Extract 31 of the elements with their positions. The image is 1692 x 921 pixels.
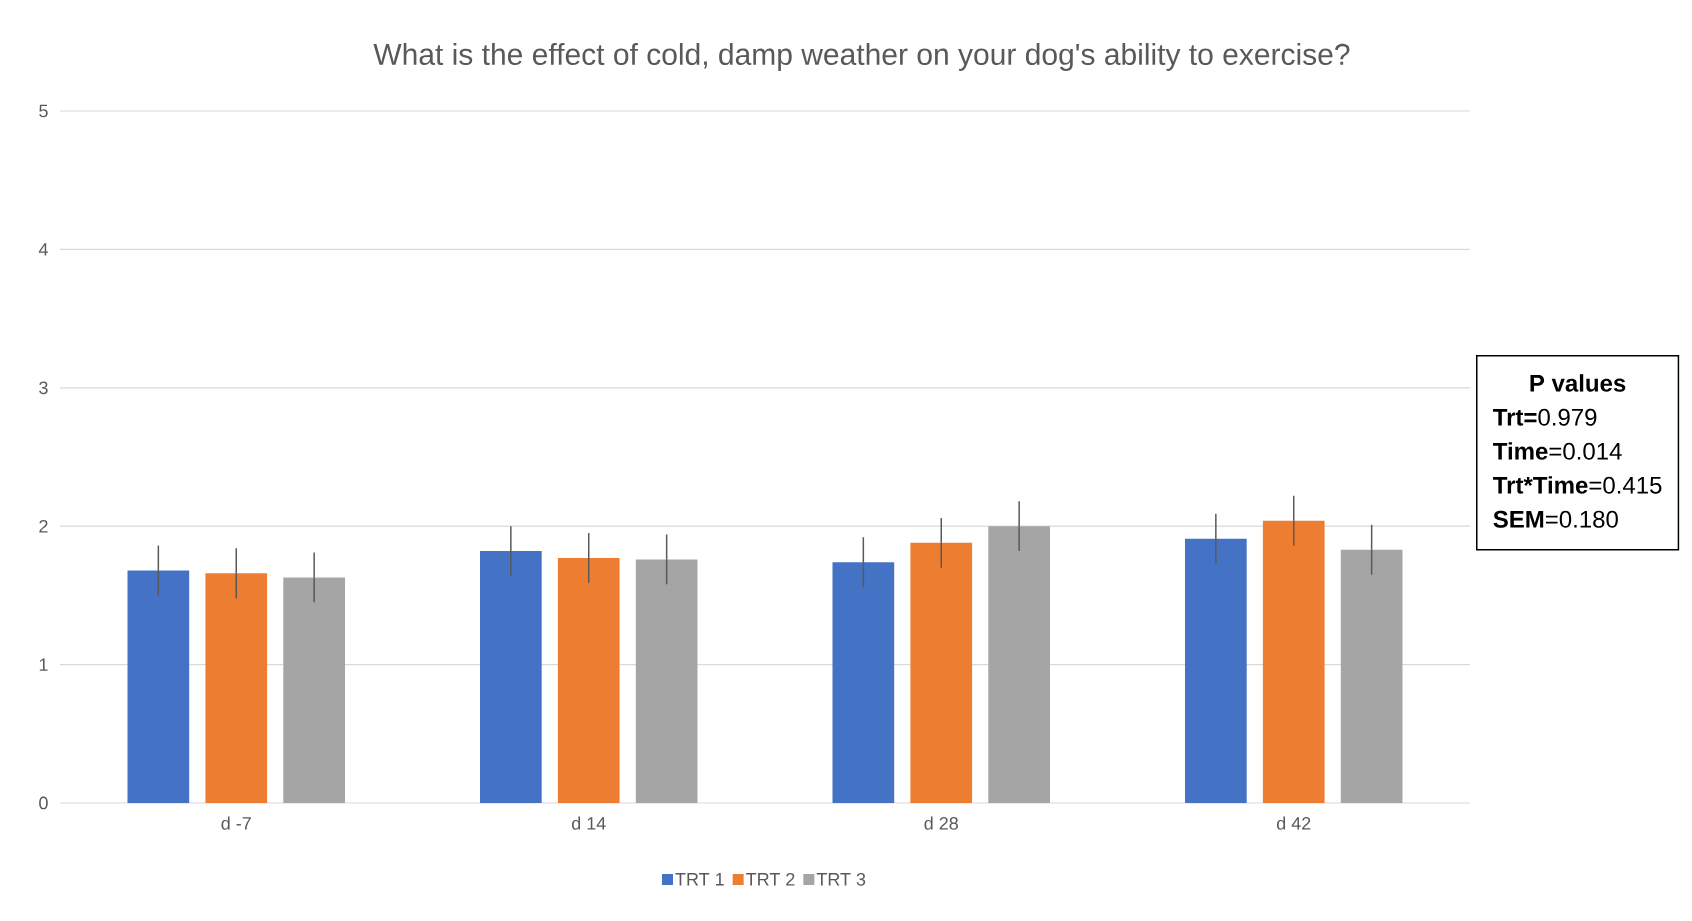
bar	[283, 577, 345, 803]
text: P values	[1530, 374, 1626, 392]
legend-label: TRT 3	[816, 872, 866, 886]
text: Trt=0.979	[1493, 408, 1597, 426]
x-tick-label: d 28	[924, 816, 958, 830]
legend-label: TRT 2	[746, 872, 795, 886]
text: SEM=0.180	[1493, 510, 1618, 528]
y-tick-label: 1	[39, 658, 48, 671]
y-tick-label: 2	[39, 519, 48, 533]
chart-title: What is the effect of cold, damp weather on your dog's ability to exercise?	[373, 43, 1350, 71]
bar	[832, 562, 895, 803]
x-tick-label: d 14	[571, 816, 606, 830]
bar	[988, 526, 1050, 803]
bar	[127, 570, 190, 803]
x-tick-label: d -7	[221, 816, 251, 830]
bar	[205, 573, 268, 803]
x-tick-label: d 42	[1276, 816, 1311, 830]
bar	[910, 542, 973, 803]
y-tick-label: 4	[38, 243, 48, 256]
bar	[635, 559, 698, 803]
legend-label: TRT 1	[675, 873, 724, 886]
bar	[480, 551, 542, 803]
text: Time=0.014	[1493, 442, 1622, 460]
y-tick-label: 3	[39, 381, 48, 395]
y-tick-label: 5	[39, 104, 48, 118]
text: Trt*Time=0.415	[1493, 476, 1662, 494]
bar	[1262, 520, 1325, 803]
bar	[1185, 538, 1247, 803]
y-tick-label: 0	[39, 796, 48, 810]
bar	[1340, 549, 1403, 803]
bar	[557, 558, 620, 803]
